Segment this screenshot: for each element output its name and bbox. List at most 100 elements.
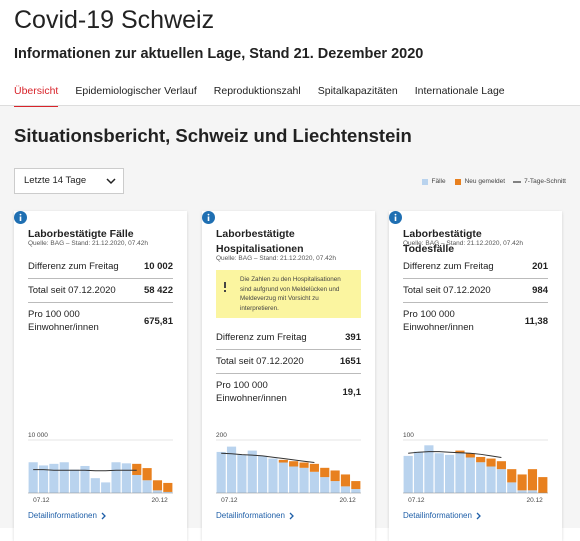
card-body: Quelle: BAG – Stand: 21.12.2020, 07.42h D… <box>28 240 173 339</box>
info-card: Laborbestätigte Fälle Quelle: BAG – Stand… <box>14 211 187 541</box>
stat-row: Pro 100 000 Einwohner/innen 675,81 <box>28 303 173 339</box>
stat-value: 58 422 <box>143 285 173 296</box>
link-text: Detailinformationen <box>403 511 472 520</box>
mini-chart: 200 07.12 20.12 <box>216 432 361 504</box>
bar-cases <box>309 471 319 493</box>
avg-line <box>33 469 137 472</box>
stat-row: Differenz zum Freitag 201 <box>403 255 548 279</box>
bar-cases <box>152 490 163 493</box>
info-icon[interactable] <box>389 211 402 224</box>
legend-square <box>421 178 428 185</box>
legend-label: Neu gemeldet <box>464 178 506 185</box>
stat-value: 391 <box>345 332 361 343</box>
card-title: Laborbestätigte Fälle <box>28 228 134 240</box>
bar-new <box>142 468 152 481</box>
bar-cases <box>70 469 80 493</box>
bar-cases <box>507 482 517 493</box>
legend-label: Fälle <box>431 178 446 185</box>
bar-new <box>289 461 299 467</box>
bar-new <box>309 463 319 472</box>
stat-label: Pro 100 000 Einwohner/innen <box>28 309 99 333</box>
bar-new <box>278 459 288 463</box>
warn-dot <box>224 290 226 292</box>
bar-cases <box>434 453 444 493</box>
bar-cases <box>268 458 278 493</box>
stat-value: 19,1 <box>342 386 362 398</box>
tab[interactable]: Übersicht <box>14 85 59 107</box>
bar-new <box>496 461 506 470</box>
warning-icon <box>224 282 226 292</box>
bar-cases <box>132 474 142 493</box>
bar-cases <box>142 480 152 493</box>
bar-cases <box>247 450 257 493</box>
stat-label: Differenz zum Freitag <box>403 261 494 272</box>
x-tick-label: 20.12 <box>340 497 357 504</box>
avg-line <box>221 452 315 464</box>
x-tick-label: 20.12 <box>527 497 544 504</box>
card-source: Quelle: BAG – Stand: 21.12.2020, 07.42h <box>403 240 523 247</box>
chevron-shape <box>476 512 481 519</box>
stat-row: Differenz zum Freitag 391 <box>216 326 361 350</box>
bar-cases <box>424 445 434 493</box>
card-body: Quelle: BAG – Stand: 21.12.2020, 07.42h D… <box>403 240 548 339</box>
page-subtitle: Informationen zur aktuellen Lage, Stand … <box>14 46 424 62</box>
info-icon[interactable] <box>202 211 215 224</box>
detail-link[interactable]: Detailinformationen <box>403 511 482 520</box>
bar-cases <box>38 465 49 493</box>
legend-swatch <box>454 178 461 185</box>
info-card: Laborbestätigte Todesfälle Quelle: BAG – … <box>389 211 562 541</box>
stat-value: 10 002 <box>143 261 173 272</box>
chevron <box>106 178 116 185</box>
bar-new <box>538 477 548 493</box>
warning-note: Die Zahlen zu den Hospitalisationen sind… <box>216 270 361 318</box>
bar-cases <box>226 446 237 493</box>
legend-item: 7-Tage-Schnitt <box>513 178 566 185</box>
link-chevron <box>101 512 106 519</box>
x-tick-label: 07.12 <box>408 497 425 504</box>
y-tick-label: 100 <box>403 432 414 439</box>
page-title: Covid-19 Schweiz <box>14 6 215 34</box>
bar-cases <box>455 453 465 493</box>
dropdown-label: Letzte 14 Tage <box>24 175 87 186</box>
stat-label: Differenz zum Freitag <box>216 332 307 343</box>
legend-swatch <box>421 178 428 185</box>
avg-line <box>408 451 502 458</box>
bar-cases <box>527 490 538 493</box>
stat-label: Pro 100 000 Einwohner/innen <box>216 380 287 404</box>
period-dropdown[interactable]: Letzte 14 Tage <box>14 168 124 194</box>
stat-value: 984 <box>532 285 548 296</box>
tab[interactable]: Reproduktionszahl <box>213 85 301 97</box>
stat-label: Total seit 07.12.2020 <box>28 285 116 296</box>
detail-link[interactable]: Detailinformationen <box>28 511 107 520</box>
icon-stem <box>394 216 397 221</box>
bar-cases <box>121 463 131 493</box>
bar-cases <box>299 467 309 493</box>
link-chevron <box>476 512 481 519</box>
stat-label: Total seit 07.12.2020 <box>403 285 491 296</box>
legend: Fälle Neu gemeldet 7-Tage-Schnitt <box>421 178 566 185</box>
bar-cases <box>496 469 506 493</box>
bar-cases <box>351 489 361 493</box>
warn-bar <box>224 282 226 288</box>
bar-new <box>476 456 486 463</box>
tab[interactable]: Spitalkapazitäten <box>317 85 398 97</box>
icon-dot <box>394 213 397 216</box>
card-title: Laborbestätigte Todesfälle <box>403 228 482 255</box>
detail-link[interactable]: Detailinformationen <box>216 511 295 520</box>
stat-row: Differenz zum Freitag 10 002 <box>28 255 173 279</box>
stat-value: 1651 <box>339 356 361 367</box>
stat-value: 201 <box>532 261 548 272</box>
bar-cases <box>289 466 299 493</box>
icon-stem <box>19 216 22 221</box>
bar-cases <box>476 462 486 493</box>
icon-stem <box>207 216 210 221</box>
info-icon[interactable] <box>14 211 27 224</box>
stat-row: Total seit 07.12.2020 58 422 <box>28 279 173 303</box>
tab[interactable]: Internationale Lage <box>414 85 505 97</box>
icon-dot <box>207 213 210 216</box>
bar-cases <box>163 491 173 493</box>
link-text: Detailinformationen <box>28 511 97 520</box>
bar-cases <box>330 481 340 493</box>
stat-value: 675,81 <box>143 315 173 327</box>
tab[interactable]: Epidemiologischer Verlauf <box>75 85 197 97</box>
